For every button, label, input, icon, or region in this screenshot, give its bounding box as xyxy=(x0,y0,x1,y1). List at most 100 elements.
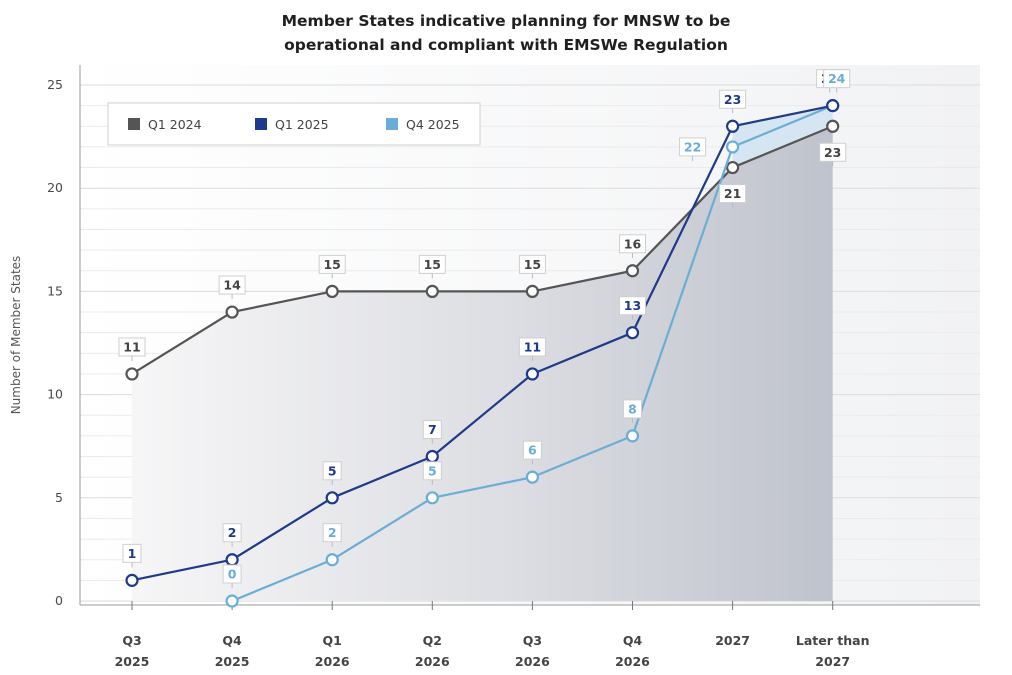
series-line-1 xyxy=(131,104,833,582)
legend-swatch xyxy=(386,118,398,130)
data-point xyxy=(525,470,540,484)
y-tick-label: 5 xyxy=(55,490,63,505)
data-point xyxy=(525,284,540,298)
data-point xyxy=(625,429,640,443)
label-box xyxy=(222,523,242,543)
label-box xyxy=(122,543,142,563)
legend-box xyxy=(107,102,481,146)
data-point xyxy=(225,305,239,319)
y-tick-label: 10 xyxy=(47,387,63,402)
data-label-q1-2025: 5 xyxy=(328,463,337,478)
data-point xyxy=(125,367,139,381)
label-box xyxy=(218,275,246,295)
legend-entry: Q4 2025 xyxy=(406,117,460,132)
data-point xyxy=(425,284,439,298)
x-tick-label: 2025 xyxy=(115,654,150,669)
data-point xyxy=(325,553,339,567)
data-point xyxy=(325,284,339,298)
y-tick-label: 0 xyxy=(55,593,63,608)
data-label-q1-2025: 1 xyxy=(128,546,137,561)
data-label-q1-2024: 16 xyxy=(624,236,642,251)
data-label-q1-2025: 11 xyxy=(524,339,541,354)
label-box xyxy=(422,461,442,481)
data-label-q4-2025: 24 xyxy=(828,71,846,86)
data-point xyxy=(725,119,740,133)
label-box xyxy=(719,184,747,204)
x-tick-label: 2026 xyxy=(315,654,350,669)
label-box xyxy=(318,254,346,274)
data-point xyxy=(425,449,439,464)
legend-entry: Q1 2024 xyxy=(148,117,202,132)
data-label-q1-2024: 15 xyxy=(424,257,441,272)
data-point xyxy=(826,99,840,113)
x-tick-label: Later than xyxy=(796,633,870,648)
label-box xyxy=(619,234,646,254)
data-point xyxy=(625,264,640,278)
x-tick-label: Q3 xyxy=(122,633,141,648)
data-label-q4-2025: 8 xyxy=(628,401,637,416)
x-tick-label: Q3 xyxy=(523,633,542,648)
data-label-q4-2025: 5 xyxy=(428,463,437,478)
data-label-q1-2024: 15 xyxy=(323,257,340,272)
x-tick-label: Q1 xyxy=(323,633,342,648)
label-box xyxy=(118,337,146,357)
data-label-q1-2025: 13 xyxy=(624,298,641,313)
data-point xyxy=(225,594,239,608)
data-label-q1-2024: 15 xyxy=(524,257,541,272)
data-label-q1-2025: 2 xyxy=(228,525,237,540)
label-box xyxy=(422,420,442,440)
data-point xyxy=(725,160,740,175)
series-lines xyxy=(125,99,840,608)
data-point xyxy=(225,553,239,567)
data-point xyxy=(325,491,339,505)
data-label-q4-2025: 22 xyxy=(684,139,701,154)
label-box xyxy=(522,440,542,460)
data-label-q1-2024: 23 xyxy=(824,145,841,160)
y-tick-label: 25 xyxy=(47,77,63,92)
label-box xyxy=(418,254,446,274)
label-box xyxy=(679,137,707,157)
legend-swatch xyxy=(128,118,140,130)
y-axis-label: Number of Member States xyxy=(9,256,23,415)
chart-title-line-1: Member States indicative planning for MN… xyxy=(282,12,731,30)
x-tick-label: 2026 xyxy=(515,654,550,669)
data-point xyxy=(826,119,840,133)
legend-entry: Q1 2025 xyxy=(275,117,329,132)
label-box xyxy=(823,69,851,89)
legend-swatch xyxy=(255,118,267,130)
x-tick-label: 2026 xyxy=(615,654,650,669)
x-tick-label: 2026 xyxy=(415,654,450,669)
data-label-q4-2025: 2 xyxy=(328,525,337,540)
legend: Q1 2024 Q1 2025 Q4 2025 xyxy=(107,102,481,146)
area-fill-band xyxy=(732,105,833,168)
data-label-q4-2025: 0 xyxy=(228,567,237,582)
data-label-q1-2024: 14 xyxy=(223,278,241,293)
data-point xyxy=(525,367,540,381)
chart-title-line-2: operational and compliant with EMSWe Reg… xyxy=(284,36,728,54)
label-box xyxy=(623,399,642,419)
series-line-0 xyxy=(131,125,834,375)
label-box xyxy=(819,142,847,162)
x-tick-label: Q4 xyxy=(623,633,643,648)
x-tick-label: 2027 xyxy=(815,654,850,669)
data-point xyxy=(125,573,139,587)
data-label-q1-2025: 23 xyxy=(724,92,741,107)
x-tick-label: 2025 xyxy=(215,654,250,669)
label-box xyxy=(322,523,342,543)
label-box xyxy=(619,296,646,316)
label-box xyxy=(222,564,242,584)
data-point xyxy=(625,326,640,340)
data-label-q1-2025: 7 xyxy=(428,422,437,437)
label-box xyxy=(322,461,342,481)
data-label-q4-2025: 6 xyxy=(528,443,537,458)
data-label-q1-2024: 11 xyxy=(123,339,140,354)
data-label-q1-2024: 21 xyxy=(724,186,741,201)
label-box xyxy=(719,89,747,109)
y-tick-label: 15 xyxy=(47,283,63,298)
label-box xyxy=(518,254,546,274)
data-point xyxy=(425,491,439,505)
label-box xyxy=(518,337,546,357)
y-tick-label: 20 xyxy=(47,180,63,195)
